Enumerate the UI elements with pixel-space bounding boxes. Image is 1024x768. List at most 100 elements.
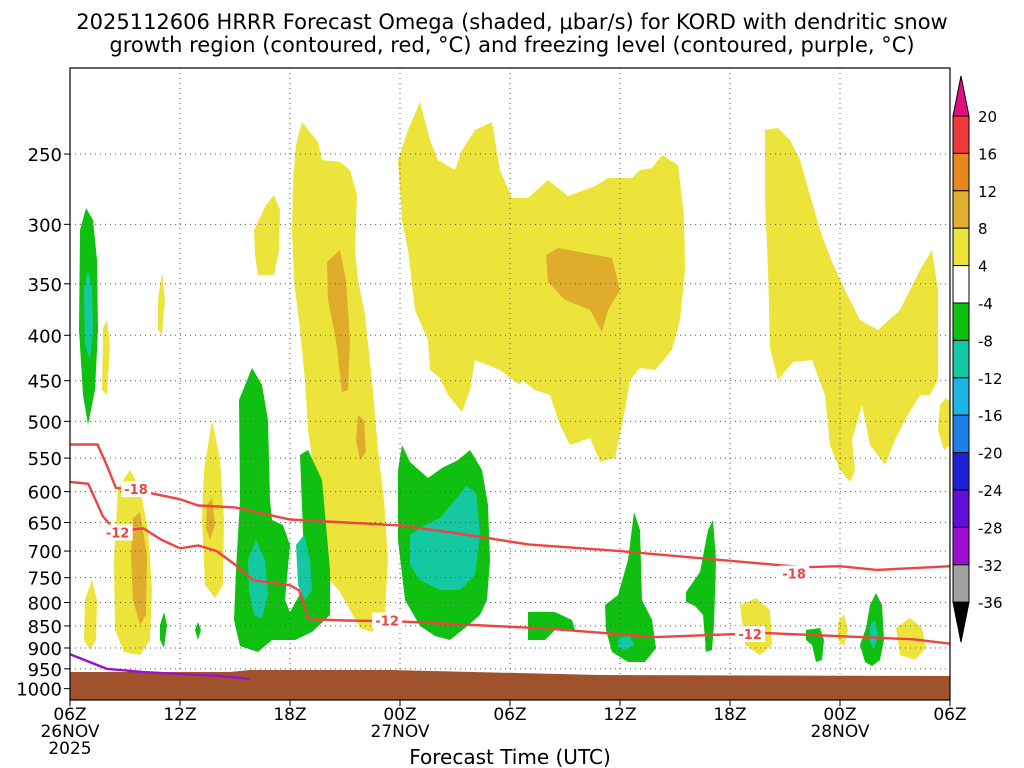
- colorbar-tick-label: 4: [978, 258, 988, 276]
- x-tick-year-label: 2025: [48, 739, 91, 759]
- omega-shading: [79, 102, 950, 666]
- contour-label: -12: [738, 628, 762, 643]
- omega-region-ascent: [102, 320, 110, 395]
- colorbar-tick-label: -20: [978, 445, 1003, 463]
- colorbar-tick-label: 16: [978, 145, 997, 163]
- contour-label: -12: [375, 614, 399, 629]
- colorbar-tick-label: 8: [978, 220, 988, 238]
- x-tick-label: 18Z: [273, 705, 306, 725]
- y-tick-label: 900: [28, 639, 62, 660]
- omega-region-descent: [528, 612, 575, 640]
- contour-label-bg: [121, 481, 151, 498]
- omega-region-descent: [160, 612, 167, 648]
- y-tick-label: 250: [28, 145, 62, 166]
- colorbar-swatch: [952, 526, 970, 566]
- plot-area: -18 -18 -12 -12 -12: [69, 67, 951, 701]
- colorbar-swatch: [952, 489, 970, 528]
- omega-region-ascent: [254, 195, 280, 275]
- colorbar-bottom-arrow: [952, 601, 970, 643]
- colorbar-swatch: [952, 414, 970, 454]
- y-tick-label: 550: [28, 449, 62, 470]
- x-tick-label: 06Z: [933, 705, 966, 725]
- contour-label: -12: [106, 526, 130, 541]
- x-tick-day-label: 26NOV: [40, 722, 99, 742]
- colorbar-swatch: [952, 115, 970, 154]
- omega-region-ascent: [158, 272, 165, 335]
- omega-region-descent: [686, 520, 716, 652]
- colorbar-tick-label: -12: [978, 370, 1003, 388]
- y-tick-label: 700: [28, 542, 62, 563]
- omega-region-descent-moderate: [248, 540, 268, 618]
- omega-region-ascent-moderate: [327, 250, 350, 392]
- x-tick-day-label: 27NOV: [370, 722, 429, 742]
- x-tick-day-label: 28NOV: [810, 722, 869, 742]
- omega-region-descent-moderate: [618, 636, 634, 650]
- gridlines: [70, 68, 950, 700]
- contour-line: [69, 653, 250, 680]
- y-tick-label: 600: [28, 483, 62, 504]
- omega-region-descent: [195, 622, 201, 640]
- y-tick-label: 950: [28, 660, 62, 681]
- colorbar-tick-label: -4: [978, 295, 993, 313]
- colorbar-swatch: [952, 377, 970, 416]
- omega-region-ascent-moderate: [131, 512, 147, 625]
- colorbar-swatch: [952, 339, 970, 379]
- contour-label: -18: [782, 568, 806, 583]
- colorbar-tick-label: -36: [978, 594, 1003, 612]
- x-tick-label: 18Z: [713, 705, 746, 725]
- y-tick-label: 750: [28, 569, 62, 590]
- x-tick-label: 12Z: [163, 705, 196, 725]
- colorbar-swatch: [952, 227, 970, 267]
- colorbar-tick-label: -28: [978, 519, 1003, 537]
- omega-region-ascent: [938, 398, 950, 450]
- contour-line: [69, 480, 951, 645]
- omega-region-descent-moderate: [410, 486, 480, 590]
- colorbar: 20 16 12 8 4 -4 -8 -12 -16 -20 -24 -28 -32 -36: [952, 75, 1003, 643]
- x-tick-label: 06Z: [493, 705, 526, 725]
- chart-title-line2: growth region (contoured, red, °C) and f…: [109, 33, 914, 57]
- y-tick-label: 400: [28, 326, 62, 347]
- colorbar-tick-label: -32: [978, 557, 1003, 575]
- omega-region-ascent: [84, 580, 97, 650]
- omega-region-ascent: [292, 122, 388, 632]
- colorbar-swatch: [952, 265, 970, 304]
- colorbar-swatch: [952, 152, 970, 192]
- x-tick-label: 12Z: [603, 705, 636, 725]
- ground-surface: [70, 670, 950, 700]
- omega-region-descent: [605, 512, 656, 662]
- colorbar-swatch: [952, 564, 970, 603]
- y-tick-label: 800: [28, 594, 62, 615]
- omega-region-ascent: [398, 102, 685, 462]
- x-tick-label: 00Z: [823, 705, 856, 725]
- contour-label-bg: [102, 524, 133, 541]
- y-tick-label: 350: [28, 275, 62, 296]
- omega-region-ascent: [765, 128, 938, 482]
- contours: -18 -18 -12 -12 -12: [69, 443, 951, 680]
- colorbar-tick-label: -16: [978, 407, 1003, 425]
- x-tick-label: 00Z: [383, 705, 416, 725]
- contour-label-bg: [372, 612, 403, 629]
- y-axis: 2503003504004505005506006507007508008509…: [16, 145, 70, 701]
- y-tick-label: 450: [28, 372, 62, 393]
- contour-label-bg: [735, 626, 766, 643]
- x-axis-label: Forecast Time (UTC): [409, 745, 611, 768]
- chart-title-line1: 2025112606 HRRR Forecast Omega (shaded, …: [76, 10, 947, 34]
- contour-line: [70, 443, 951, 572]
- colorbar-top-arrow: [952, 75, 970, 117]
- omega-region-ascent-moderate: [546, 248, 620, 332]
- colorbar-swatch: [952, 452, 970, 491]
- colorbar-swatch: [952, 302, 970, 341]
- omega-region-descent-moderate: [84, 270, 93, 360]
- x-tick-label: 06Z: [53, 705, 86, 725]
- contour-label-bg: [779, 565, 810, 582]
- omega-region-ascent-moderate: [356, 415, 366, 460]
- colorbar-tick-label: 12: [978, 183, 997, 201]
- y-tick-label: 650: [28, 513, 62, 534]
- y-tick-label: 300: [28, 215, 62, 236]
- omega-region-ascent-moderate: [206, 498, 215, 540]
- y-tick-label: 850: [28, 617, 62, 638]
- colorbar-tick-label: -24: [978, 482, 1003, 500]
- colorbar-tick-label: -8: [978, 332, 993, 350]
